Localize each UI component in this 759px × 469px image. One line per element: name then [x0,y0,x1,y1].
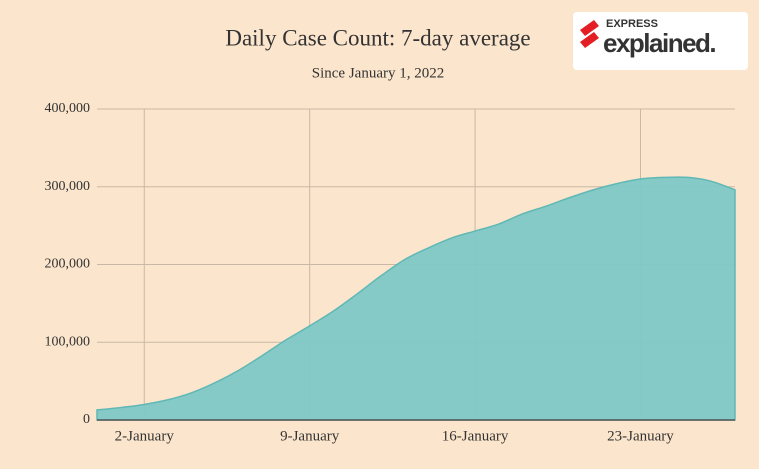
logo: EXPRESS explained. [573,12,748,70]
x-tick-label: 16-January [442,428,509,444]
logo-top: EXPRESS [606,18,658,30]
logo-mark [580,20,599,48]
y-tick-label: 100,000 [45,334,91,349]
y-tick-label: 200,000 [45,257,91,272]
chart-title: Daily Case Count: 7-day average [225,25,530,50]
x-tick-label: 23-January [607,428,674,444]
y-tick-label: 0 [83,412,90,427]
y-tick-label: 400,000 [45,101,91,116]
y-tick-label: 300,000 [45,179,91,194]
logo-box [573,12,748,70]
x-tick-label: 2-January [115,428,175,444]
chart-subtitle: Since January 1, 2022 [312,65,444,81]
x-tick-label: 9-January [280,428,340,444]
area [96,176,736,421]
logo-main: explained. [603,28,715,58]
